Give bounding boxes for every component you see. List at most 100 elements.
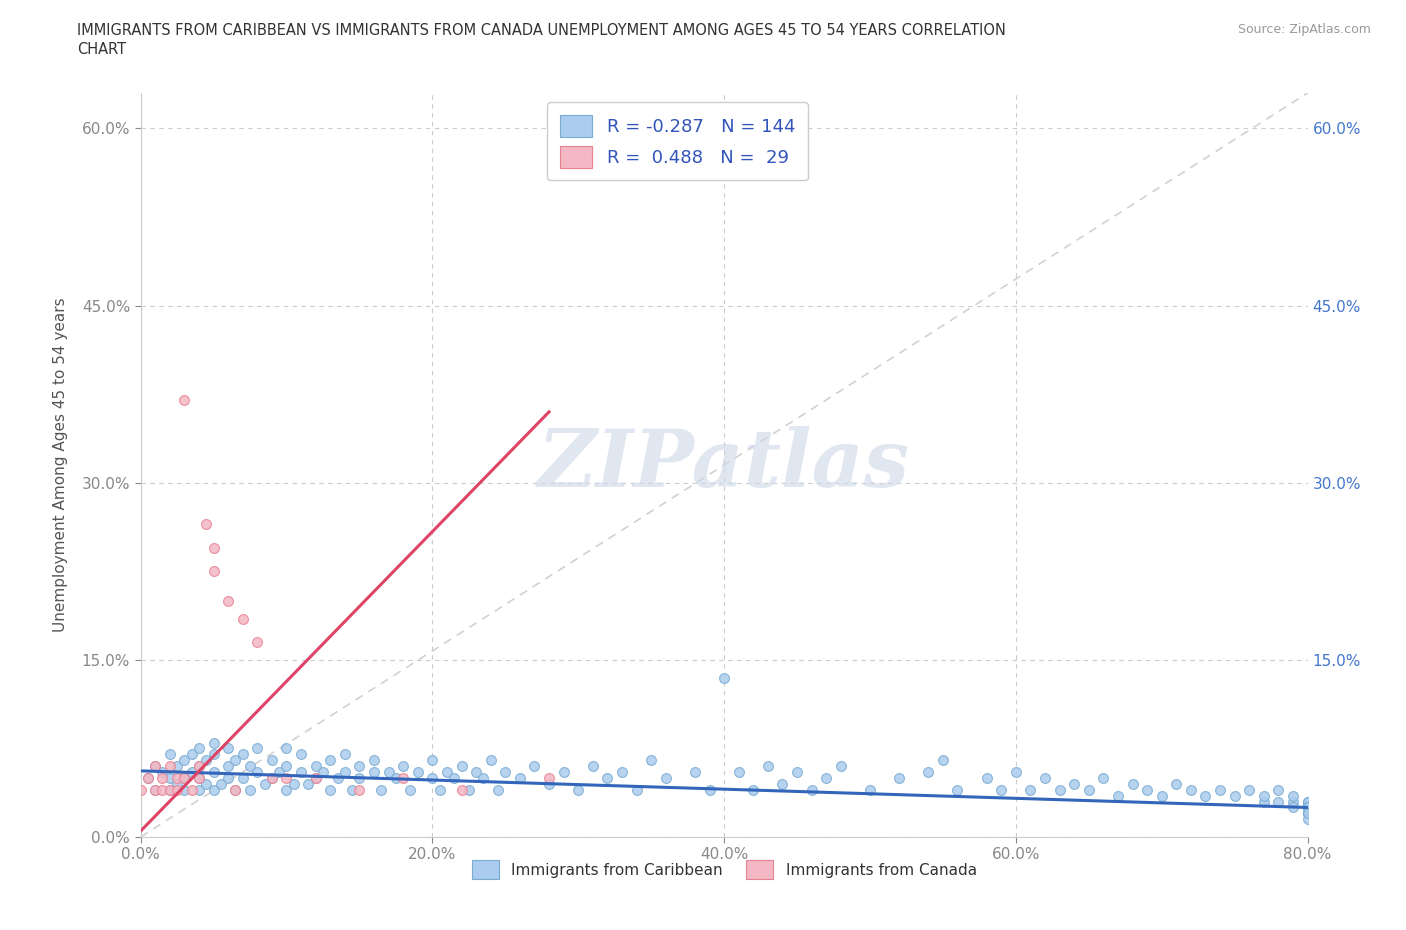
Point [290,747,312,762]
Point [1136,782,1159,797]
Point [333,747,356,762]
Point [392,771,415,786]
Point [1296,800,1319,815]
Point [800,782,823,797]
Text: CHART: CHART [77,42,127,57]
Point [159,771,181,786]
Point [786,764,808,779]
Y-axis label: Unemployment Among Ages 45 to 54 years: Unemployment Among Ages 45 to 54 years [53,298,67,632]
Point [217,593,239,608]
Point [202,782,225,797]
Point [1033,771,1056,786]
Text: IMMIGRANTS FROM CARIBBEAN VS IMMIGRANTS FROM CANADA UNEMPLOYMENT AMONG AGES 45 T: IMMIGRANTS FROM CARIBBEAN VS IMMIGRANTS … [77,23,1007,38]
Point [610,764,633,779]
Point [224,782,246,797]
Point [246,741,269,756]
Point [246,764,269,779]
Point [990,782,1012,797]
Point [370,782,392,797]
Point [815,771,838,786]
Point [166,782,188,797]
Point [173,771,195,786]
Point [143,782,166,797]
Point [509,771,531,786]
Point [340,782,363,797]
Point [202,735,225,750]
Point [129,782,152,797]
Point [1239,782,1261,797]
Point [1296,800,1319,815]
Point [1267,794,1289,809]
Point [319,752,342,767]
Point [422,752,444,767]
Point [399,782,422,797]
Point [538,777,561,791]
Point [1296,812,1319,827]
Point [239,759,262,774]
Point [173,771,195,786]
Point [173,392,195,407]
Point [1107,789,1129,804]
Point [173,782,195,797]
Point [224,752,246,767]
Point [859,782,882,797]
Point [232,611,254,626]
Point [1209,782,1232,797]
Point [363,752,385,767]
Point [756,759,779,774]
Point [830,759,852,774]
Point [699,782,721,797]
Point [1296,806,1319,821]
Point [443,771,465,786]
Point [377,764,399,779]
Point [596,771,619,786]
Point [166,759,188,774]
Point [1150,789,1173,804]
Point [166,771,188,786]
Point [260,752,283,767]
Point [1282,794,1305,809]
Point [1296,800,1319,815]
Point [436,764,458,779]
Point [889,771,911,786]
Point [232,747,254,762]
Point [180,747,202,762]
Point [1077,782,1099,797]
Point [1166,777,1188,791]
Point [202,540,225,555]
Point [479,752,502,767]
Point [290,764,312,779]
Point [1092,771,1115,786]
Point [1296,800,1319,815]
Point [319,782,342,797]
Point [640,752,662,767]
Point [742,782,765,797]
Point [946,782,969,797]
Point [217,759,239,774]
Point [1296,806,1319,821]
Point [188,759,211,774]
Point [1063,777,1085,791]
Point [422,771,444,786]
Point [188,741,211,756]
Point [406,764,429,779]
Point [276,759,298,774]
Point [917,764,939,779]
Point [188,759,211,774]
Point [450,782,472,797]
Point [276,782,298,797]
Point [1296,806,1319,821]
Point [1005,764,1028,779]
Point [195,516,218,531]
Point [159,759,181,774]
Point [136,771,159,786]
Point [224,782,246,797]
Point [1194,789,1216,804]
Point [523,759,546,774]
Point [188,771,211,786]
Point [143,759,166,774]
Point [457,782,479,797]
Point [472,771,495,786]
Point [195,777,218,791]
Point [1296,806,1319,821]
